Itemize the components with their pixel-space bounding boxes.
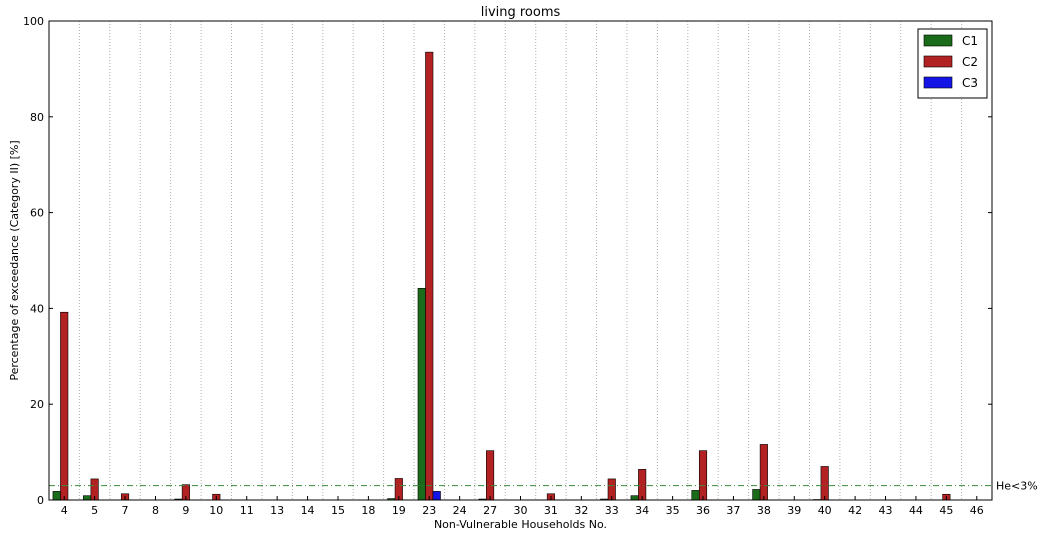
grid-lines <box>79 21 961 500</box>
bar-c2 <box>821 466 829 500</box>
y-tick-label: 60 <box>30 207 44 220</box>
x-tick-label: 38 <box>757 504 771 517</box>
y-tick-label: 40 <box>30 302 44 315</box>
x-tick-label: 43 <box>879 504 893 517</box>
x-tick-label: 33 <box>605 504 619 517</box>
bar-c1 <box>753 489 761 500</box>
x-tick-label: 9 <box>182 504 189 517</box>
y-tick-label: 0 <box>37 494 44 507</box>
bar-c1 <box>692 490 700 500</box>
x-tick-label: 14 <box>301 504 315 517</box>
y-tick-label: 20 <box>30 398 44 411</box>
x-tick-label: 31 <box>544 504 558 517</box>
bar-c1 <box>418 288 426 500</box>
x-tick-label: 30 <box>514 504 528 517</box>
y-ticks: 0 20 40 60 80 100 <box>23 15 992 507</box>
x-tick-label: 39 <box>787 504 801 517</box>
x-tick-label: 24 <box>453 504 467 517</box>
legend-swatch-c2 <box>924 56 952 67</box>
x-tick-label: 13 <box>270 504 284 517</box>
plot-frame <box>49 21 992 500</box>
x-tick-label: 19 <box>392 504 406 517</box>
x-tick-label: 37 <box>726 504 740 517</box>
bars <box>53 52 950 500</box>
bar-c1 <box>53 491 61 500</box>
x-tick-label: 8 <box>152 504 159 517</box>
bar-c2 <box>638 469 646 500</box>
x-tick-label: 27 <box>483 504 497 517</box>
bar-c2 <box>760 444 768 500</box>
chart-title: living rooms <box>481 5 561 20</box>
threshold-label: He<3% <box>996 480 1038 493</box>
x-tick-label: 4 <box>61 504 68 517</box>
bar-c2 <box>486 451 494 500</box>
bar-c3 <box>433 491 441 500</box>
y-tick-label: 100 <box>23 15 44 28</box>
legend: C1 C2 C3 <box>918 29 987 98</box>
x-tick-label: 45 <box>939 504 953 517</box>
x-tick-label: 11 <box>240 504 254 517</box>
x-tick-label: 44 <box>909 504 923 517</box>
bar-c1 <box>83 496 91 500</box>
y-tick-label: 80 <box>30 111 44 124</box>
legend-label-c3: C3 <box>962 76 978 90</box>
x-tick-label: 40 <box>818 504 832 517</box>
x-tick-label: 5 <box>91 504 98 517</box>
x-tick-label: 42 <box>848 504 862 517</box>
x-tick-label: 36 <box>696 504 710 517</box>
legend-swatch-c1 <box>924 35 952 46</box>
x-tick-label: 34 <box>635 504 649 517</box>
x-tick-label: 46 <box>970 504 984 517</box>
legend-swatch-c3 <box>924 77 952 88</box>
y-axis-label: Percentage of exceedance (Category II) [… <box>8 140 21 380</box>
x-tick-label: 7 <box>122 504 129 517</box>
legend-label-c1: C1 <box>962 34 978 48</box>
bar-c2 <box>425 52 433 500</box>
threshold: He<3% <box>49 480 1038 493</box>
bar-c2 <box>60 312 68 500</box>
bar-c2 <box>699 451 707 500</box>
x-tick-label: 15 <box>331 504 345 517</box>
x-axis-label: Non-Vulnerable Households No. <box>434 518 607 531</box>
x-tick-label: 35 <box>666 504 680 517</box>
x-tick-label: 32 <box>574 504 588 517</box>
x-tick-label: 10 <box>209 504 223 517</box>
legend-label-c2: C2 <box>962 55 978 69</box>
x-tick-label: 18 <box>361 504 375 517</box>
bar-c1 <box>631 496 639 500</box>
x-tick-label: 23 <box>422 504 436 517</box>
